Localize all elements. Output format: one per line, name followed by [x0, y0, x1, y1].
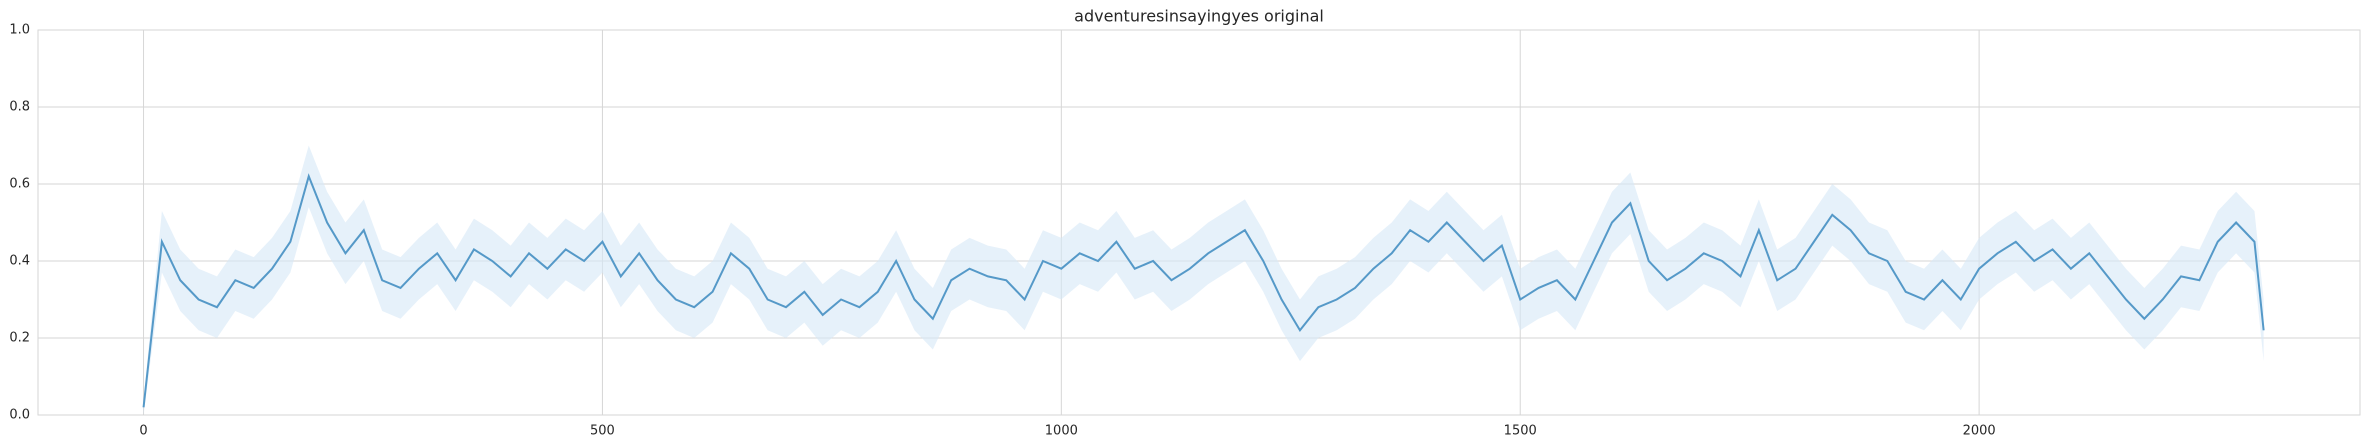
- chart-title: adventuresinsayingyes original: [1074, 7, 1324, 26]
- plot-area: [37, 29, 2361, 416]
- x-tick-label: 1000: [1045, 424, 1078, 439]
- y-tick-label: 0.0: [9, 408, 30, 423]
- y-tick-label: 0.8: [9, 100, 30, 115]
- x-tick-label: 1500: [1504, 424, 1537, 439]
- y-tick-label: 0.6: [9, 177, 30, 192]
- x-tick-label: 2000: [1963, 424, 1996, 439]
- x-tick-label: 500: [590, 424, 615, 439]
- x-tick-label: 0: [139, 424, 147, 439]
- confidence-band: [143, 145, 2264, 415]
- line: [142, 173, 2265, 408]
- y-tick-label: 0.2: [9, 331, 30, 346]
- y-tick-label: 1.0: [9, 23, 30, 38]
- y-tick-label: 0.4: [9, 254, 30, 269]
